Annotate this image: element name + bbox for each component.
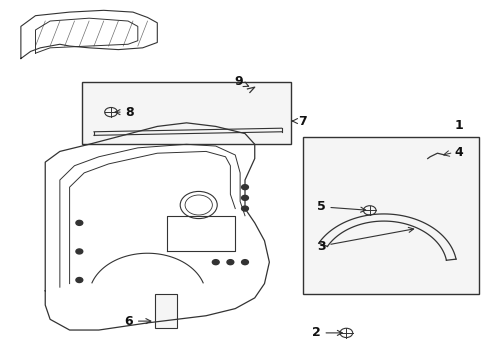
- Circle shape: [76, 220, 83, 225]
- Text: 7: 7: [293, 114, 307, 127]
- Text: 4: 4: [455, 146, 463, 159]
- Circle shape: [212, 260, 219, 265]
- Text: 8: 8: [115, 105, 134, 119]
- Text: 9: 9: [234, 75, 248, 88]
- Bar: [155, 294, 177, 328]
- Text: 2: 2: [312, 327, 343, 339]
- Circle shape: [242, 206, 248, 211]
- Circle shape: [76, 249, 83, 254]
- Text: 1: 1: [455, 119, 463, 132]
- Circle shape: [242, 185, 248, 190]
- Circle shape: [242, 260, 248, 265]
- Bar: [82, 82, 291, 144]
- Circle shape: [242, 195, 248, 201]
- Text: 5: 5: [317, 200, 366, 213]
- Text: 3: 3: [317, 228, 414, 253]
- Bar: [303, 137, 479, 294]
- Text: 6: 6: [124, 315, 151, 328]
- Circle shape: [76, 278, 83, 283]
- Circle shape: [227, 260, 234, 265]
